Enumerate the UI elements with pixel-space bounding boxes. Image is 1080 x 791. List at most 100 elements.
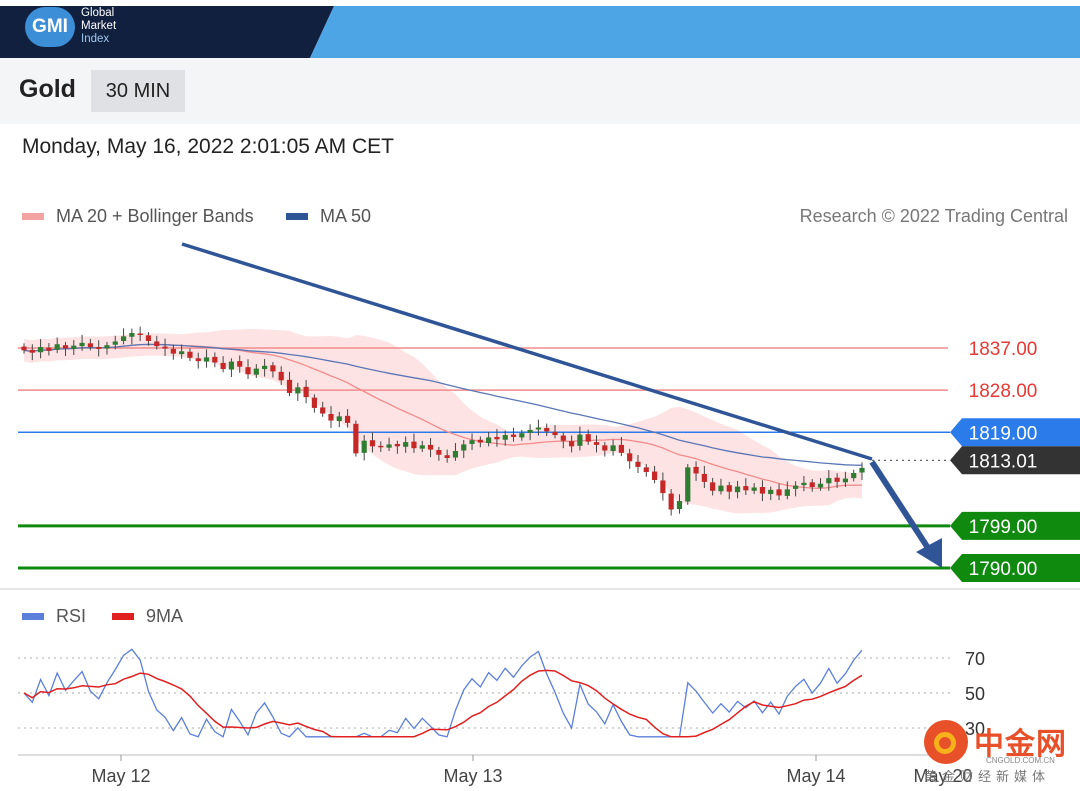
candle xyxy=(195,352,201,369)
candle-body xyxy=(295,387,301,394)
candle xyxy=(718,478,724,495)
candle xyxy=(859,462,865,480)
candle xyxy=(328,406,334,429)
candle xyxy=(419,440,425,452)
candle xyxy=(842,471,849,488)
ma9-swatch-icon xyxy=(112,613,134,620)
legend-9ma-label: 9MA xyxy=(146,606,184,626)
logo-line-1: Global xyxy=(81,7,115,19)
candle xyxy=(344,409,351,428)
candle xyxy=(403,436,409,453)
candle xyxy=(311,394,317,413)
candle xyxy=(452,443,459,461)
candle-body xyxy=(170,348,176,354)
candle xyxy=(817,478,824,491)
candle xyxy=(361,435,367,461)
candle-body xyxy=(369,440,376,447)
candle-body xyxy=(668,493,674,510)
candle xyxy=(643,464,649,477)
candle xyxy=(62,341,69,356)
candle-body xyxy=(87,343,93,348)
candle xyxy=(469,433,475,451)
candle xyxy=(21,343,27,354)
level-label-pivot: 1819.00 xyxy=(969,423,1038,444)
candle-body xyxy=(759,487,766,494)
logo-line-3: Index xyxy=(81,33,110,45)
candle xyxy=(79,334,85,351)
candle xyxy=(104,341,110,355)
candle xyxy=(71,340,77,356)
candle xyxy=(112,335,118,350)
candle-body xyxy=(809,482,815,488)
candle-body xyxy=(793,485,799,489)
candle xyxy=(37,339,44,359)
candle xyxy=(336,411,342,428)
timeframe-button[interactable]: 30 MIN xyxy=(91,70,185,112)
candle-body xyxy=(179,351,185,355)
candle xyxy=(651,465,658,484)
candle xyxy=(444,449,450,463)
candle xyxy=(286,371,293,397)
candle xyxy=(809,479,815,492)
candle xyxy=(253,364,259,378)
candle-body xyxy=(834,477,840,482)
candle xyxy=(685,464,691,505)
candle-body xyxy=(361,440,367,453)
candle xyxy=(801,476,807,492)
research-credit: Research © 2022 Trading Central xyxy=(799,206,1068,226)
watermark-tagline: 黄金财经新媒体 xyxy=(924,770,1051,785)
candle-body xyxy=(635,461,641,467)
candle-body xyxy=(245,367,251,375)
candle-body xyxy=(411,441,417,449)
candle xyxy=(569,435,575,453)
candle-body xyxy=(776,489,782,496)
candle-body xyxy=(693,466,699,474)
level-label-target: 1799.00 xyxy=(969,517,1038,538)
candle xyxy=(179,344,185,359)
candle xyxy=(826,470,832,491)
candle-body xyxy=(519,433,525,438)
candle xyxy=(187,348,193,362)
asset-title: Gold xyxy=(19,75,76,103)
candle-body xyxy=(701,473,707,482)
candle xyxy=(776,483,782,501)
rsi-panel: 70 50 30 xyxy=(18,648,985,739)
gmi-logo-icon[interactable]: GMI xyxy=(25,7,75,47)
candle-body xyxy=(726,485,732,492)
rsi-9ma-line xyxy=(23,669,863,738)
candle-body xyxy=(403,442,409,447)
candle xyxy=(461,439,467,458)
level-label-resistance: 1828.00 xyxy=(969,381,1038,402)
candle-body xyxy=(145,335,152,341)
candle-body xyxy=(336,416,342,422)
candle xyxy=(303,380,309,404)
candle-body xyxy=(394,443,400,447)
candle xyxy=(96,340,102,357)
candle xyxy=(87,338,93,351)
candle xyxy=(320,401,326,417)
candle xyxy=(577,426,583,451)
candle xyxy=(262,359,268,377)
bollinger-band-area xyxy=(24,329,862,514)
candle-body xyxy=(220,362,226,370)
candle-body xyxy=(154,341,160,347)
candle-body xyxy=(137,333,143,335)
downtrend-line xyxy=(181,242,873,461)
candle-body xyxy=(37,347,44,353)
level-label-last: 1813.01 xyxy=(969,451,1038,472)
watermark-brand: 中金网 xyxy=(974,727,1067,762)
candle-body xyxy=(477,439,483,443)
candle-body xyxy=(734,486,741,493)
candle-body xyxy=(262,365,268,370)
candle xyxy=(618,436,624,457)
candle xyxy=(726,481,732,500)
candle xyxy=(270,362,276,378)
watermark-logo-icon xyxy=(924,720,968,764)
candle-body xyxy=(228,361,235,370)
candle-body xyxy=(510,434,517,437)
trend-lines xyxy=(181,242,942,568)
candle-body xyxy=(718,485,724,492)
candle xyxy=(237,355,243,373)
level-tag-target xyxy=(950,511,1080,540)
candle xyxy=(486,431,492,447)
